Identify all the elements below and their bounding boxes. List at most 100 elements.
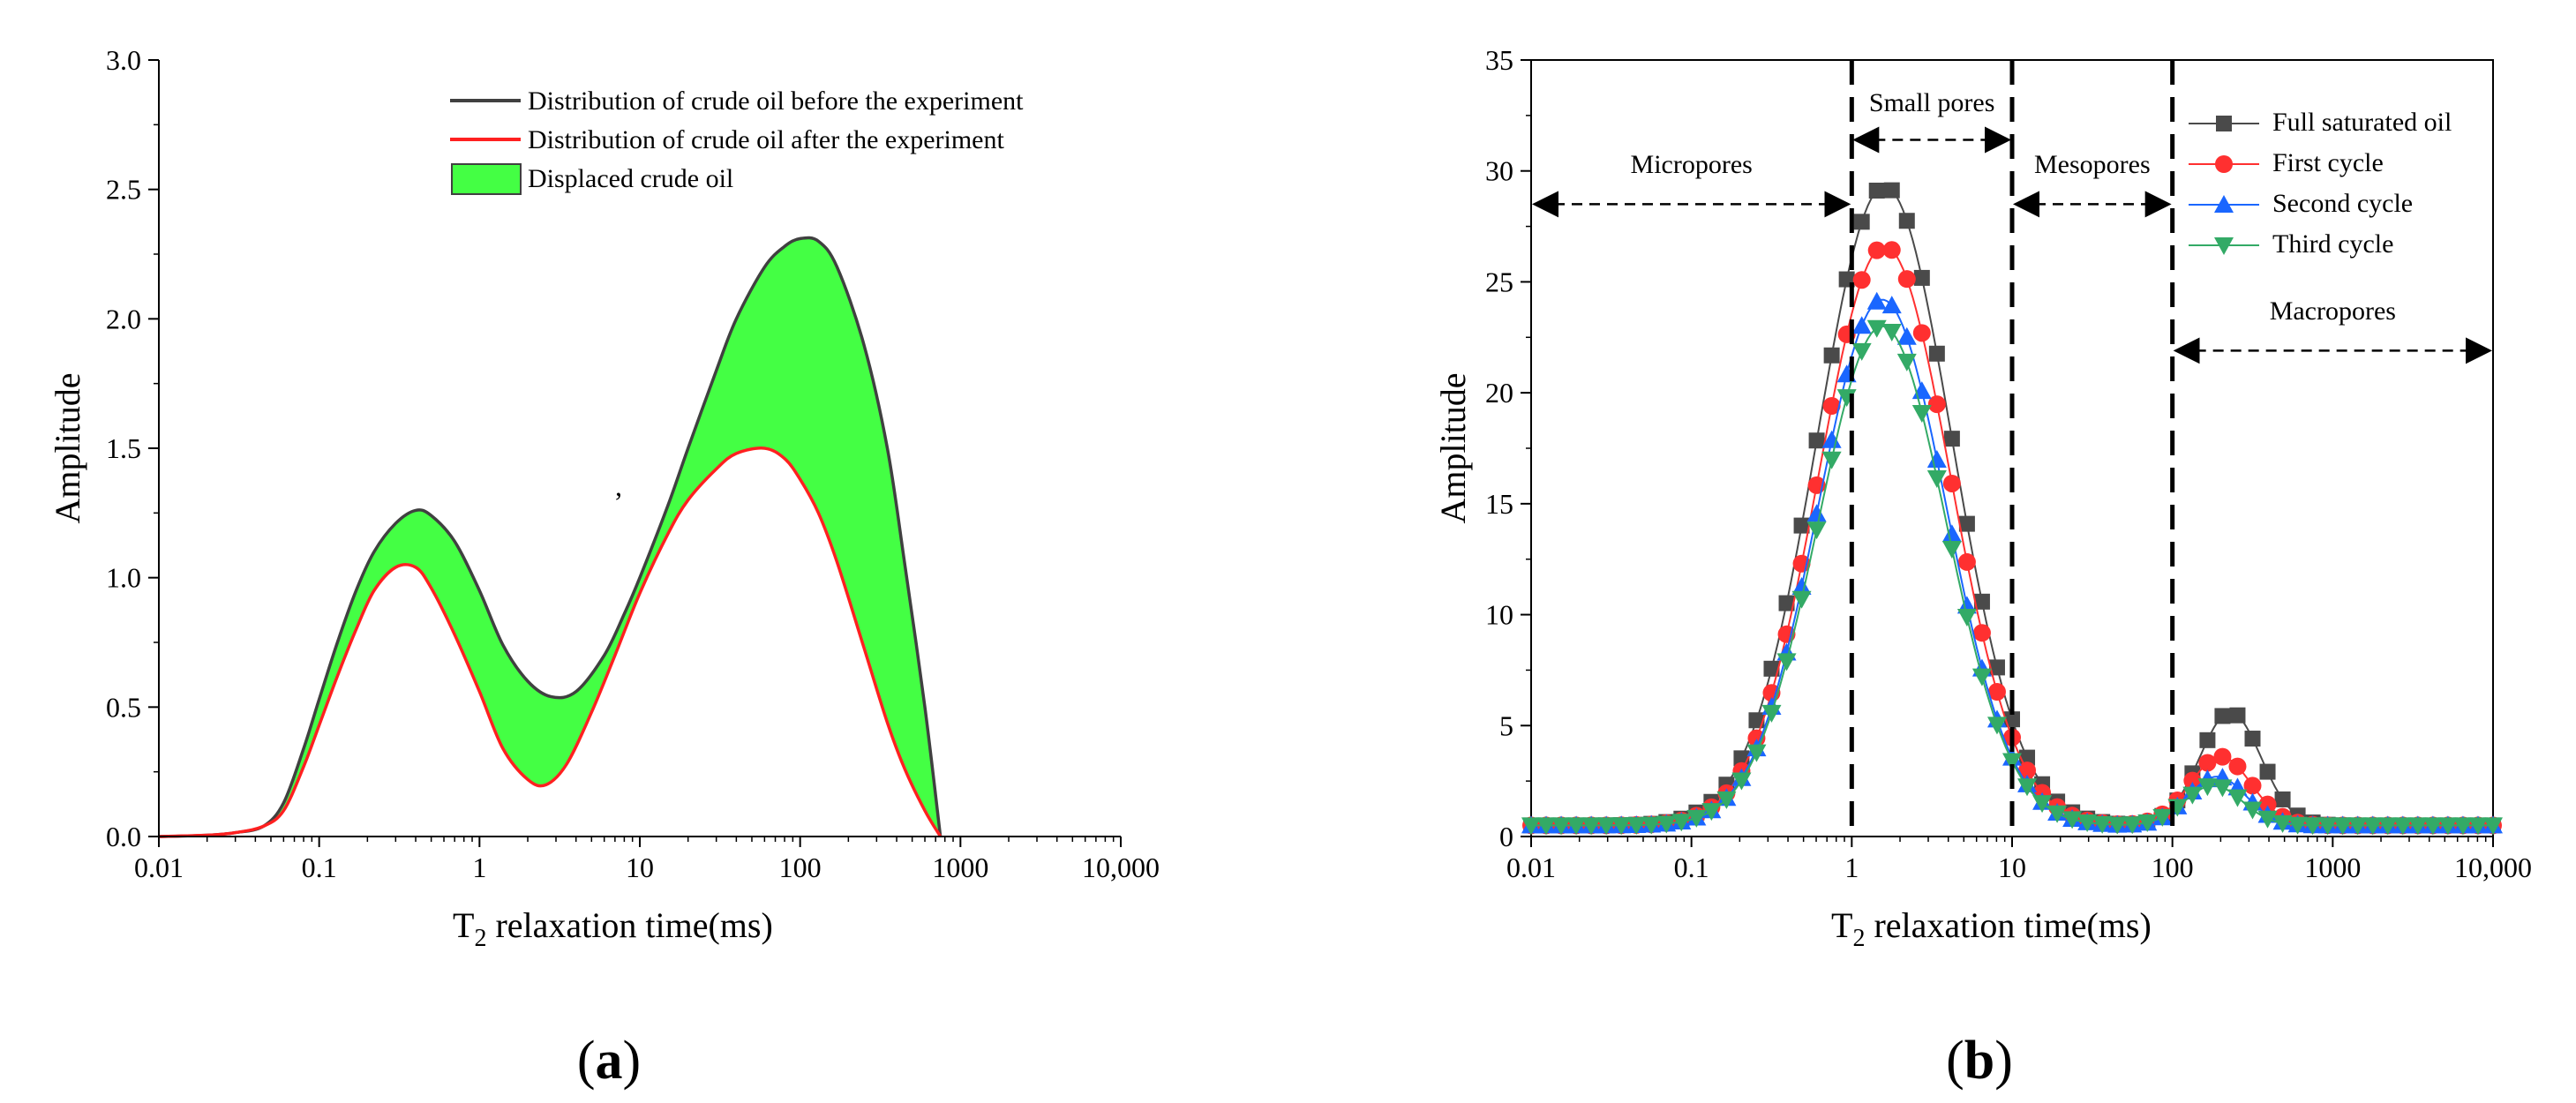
data-point (1852, 271, 1871, 289)
data-point (1928, 345, 1945, 362)
data-point (2122, 816, 2143, 835)
data-point (1791, 590, 1812, 609)
legend-label-second: Second cycle (2272, 189, 2413, 218)
data-point (2229, 707, 2246, 724)
data-point (1973, 593, 1990, 610)
data-point (1851, 316, 1872, 334)
data-point (1701, 803, 1722, 822)
data-point (2483, 817, 2503, 836)
panel-b-y-axis-title: Amplitude (1433, 372, 1473, 523)
panel-b-x-tick-label: 100 (2152, 852, 2194, 883)
panel-b-y-tick-label: 0 (1499, 821, 1513, 852)
data-point (2212, 779, 2233, 798)
data-point (1821, 451, 1842, 469)
panel-a-y-tick-label: 0.5 (106, 691, 141, 723)
panel-a-x-tick-label: 0.1 (302, 852, 337, 883)
data-point (1956, 609, 1977, 627)
data-point (2243, 777, 2262, 795)
data-point (2467, 817, 2488, 836)
data-point (2317, 817, 2338, 836)
data-point (1986, 717, 2007, 735)
panel-a-plot-area (158, 236, 943, 838)
data-point (1987, 682, 2006, 701)
legend-label-first: First cycle (2272, 148, 2384, 177)
data-point (1761, 704, 1782, 723)
data-point (1853, 214, 1870, 230)
legend-swatch-marker (2214, 195, 2234, 213)
legend-swatch-marker (2214, 237, 2234, 255)
panel-b-x-ticks: 0.01 0.1 1 10 100 1000 10,000 (1506, 837, 2532, 883)
legend-label-third: Third cycle (2272, 229, 2393, 259)
data-point (2183, 771, 2202, 790)
data-point (1896, 326, 1917, 345)
data-point (1671, 814, 1692, 832)
data-point (2272, 814, 2293, 833)
data-point (1866, 291, 1887, 310)
legend-swatch-displaced (451, 163, 522, 195)
legend-label-displaced: Displaced crude oil (528, 164, 733, 193)
data-point (1746, 744, 1767, 762)
data-point (2152, 808, 2173, 827)
data-point (1971, 668, 1992, 687)
panel-a-x-tick-label: 100 (779, 852, 822, 883)
data-point (2077, 814, 2098, 833)
data-point (2242, 801, 2263, 820)
series-third-cycle (1521, 319, 2503, 836)
data-point (1716, 791, 1737, 809)
before-experiment-line (158, 236, 943, 838)
data-point (1867, 241, 1886, 259)
pore-range-label: Micropores (1631, 150, 1753, 179)
data-point (1882, 241, 1901, 259)
data-point (1926, 470, 1947, 489)
data-point (1806, 521, 1827, 540)
data-point (2377, 817, 2398, 836)
data-point (1883, 182, 1900, 199)
panel-b-x-tick-label: 1 (1844, 852, 1859, 883)
panel-b-plot-area (1521, 182, 2503, 836)
data-point (2017, 778, 2038, 797)
data-point (1521, 817, 1541, 836)
panel-a-x-tick-label: 1 (472, 852, 486, 883)
data-point (1881, 323, 1902, 341)
panel-b-y-tick-label: 15 (1485, 488, 1513, 520)
panel-a-y-tick-label: 3.0 (106, 44, 141, 76)
panel-a-y-tick-label: 2.5 (106, 174, 141, 206)
data-point (1943, 431, 1960, 447)
data-point (1581, 817, 1602, 836)
data-point (1551, 817, 1572, 836)
panel-a-y-tick-label: 1.5 (106, 432, 141, 464)
panel-b-chart: Micropores Small pores Mesopores Macropores… (1433, 44, 2532, 1091)
panel-a-y-tick-label: 2.0 (106, 303, 141, 334)
data-point (1686, 809, 1707, 828)
data-point (1972, 624, 1991, 642)
data-point (1958, 515, 1975, 532)
data-point (1778, 595, 1795, 612)
data-point (2137, 814, 2158, 833)
panel-b-legend: Full saturated oil First cycle Second cy… (2189, 108, 2452, 259)
data-point (2199, 732, 2216, 748)
panel-b-x-tick-label: 10 (1998, 852, 2026, 883)
data-point (1988, 659, 2005, 676)
data-point (1913, 269, 1930, 286)
data-point (1941, 540, 1962, 559)
data-point (1897, 270, 1916, 289)
data-point (1868, 183, 1885, 199)
data-point (1566, 817, 1587, 836)
data-point (2392, 817, 2413, 836)
data-point (2258, 795, 2277, 814)
data-point (1731, 772, 1752, 791)
panel-b-pore-boundaries (1849, 60, 2175, 837)
data-point (2018, 762, 2037, 780)
data-point (1823, 347, 1840, 364)
after-experiment-line (158, 446, 943, 838)
panel-a-x-axis-title: T2 relaxation time(ms) (453, 905, 773, 952)
data-point (2452, 817, 2473, 836)
panel-b-x-tick-label: 0.01 (1506, 852, 1556, 883)
data-point (1777, 625, 1796, 643)
data-point (2032, 795, 2053, 814)
panel-b-x-tick-label: 10,000 (2454, 852, 2532, 883)
legend-label-before: Distribution of crude oil before the exp… (528, 86, 1024, 116)
data-point (1763, 660, 1780, 677)
data-point (2107, 816, 2128, 835)
